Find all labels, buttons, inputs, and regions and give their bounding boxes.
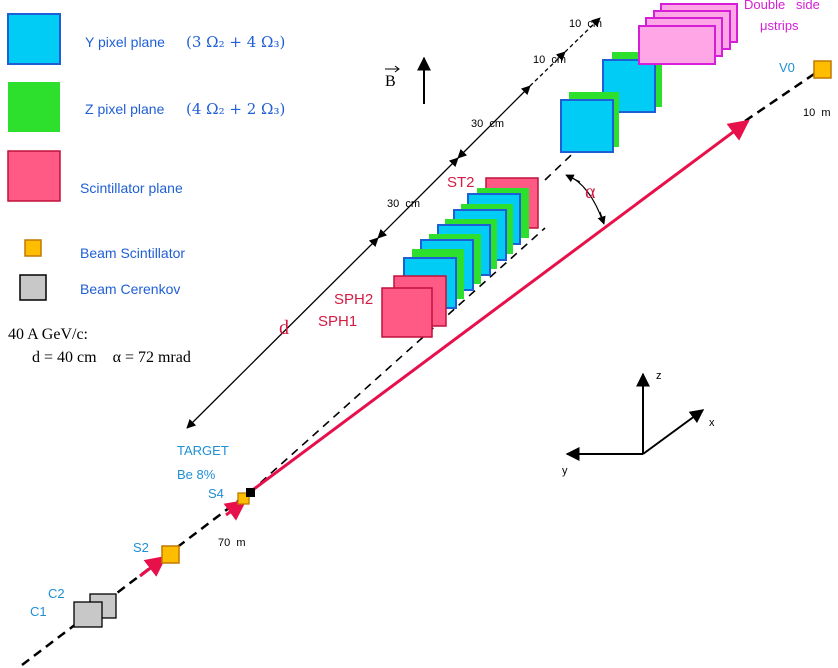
legend-beam-cerenkov-swatch <box>19 274 47 301</box>
axis-x <box>642 409 705 455</box>
label-d: d <box>279 317 289 339</box>
legend-scintillator-swatch <box>7 150 61 202</box>
label-axis-z: z <box>656 370 662 382</box>
conditions-beam-energy: 40 A GeV/c: <box>8 326 88 343</box>
label-30cm-a: 30 cm <box>387 198 420 210</box>
legend-beam-scintillator-swatch <box>24 239 42 257</box>
label-10cm-a: 10 cm <box>533 54 566 66</box>
label-double-side: Double side <box>744 0 820 12</box>
label-st2: ST2 <box>447 174 475 191</box>
dimension-d-line <box>186 237 379 429</box>
alpha-arrow-lower <box>597 211 606 225</box>
label-distance-10m: 10 m <box>803 107 831 119</box>
beam-line-lower <box>21 491 251 666</box>
label-s2: S2 <box>133 540 149 555</box>
dimension-30cm-b <box>457 85 531 159</box>
deflected-track <box>249 119 750 494</box>
label-s4: S4 <box>208 486 224 501</box>
legend-beam-cerenkov-label: Beam Cerenkov <box>80 281 180 297</box>
pixel-plane-stack <box>381 177 539 338</box>
alpha-arrow-upper <box>565 174 581 183</box>
label-target-material: Be 8% <box>177 467 216 482</box>
microstrip-stack <box>638 3 738 65</box>
label-10cm-b: 10 cm <box>569 18 602 30</box>
label-c1: C1 <box>30 604 47 619</box>
beam-line-upper <box>249 227 546 493</box>
dimension-10cm-b <box>564 17 601 53</box>
cerenkov-c1 <box>73 601 103 628</box>
beam-scintillator-v0 <box>813 60 832 79</box>
legend-y-pixel-label: Y pixel plane <box>85 34 165 50</box>
label-v0: V0 <box>779 60 795 75</box>
microstrip-plane-1 <box>638 25 716 65</box>
label-sph2: SPH2 <box>334 291 373 308</box>
beam-scintillator-s2 <box>161 545 180 564</box>
scintillator-sph1 <box>381 287 433 338</box>
label-axis-y: y <box>562 465 568 477</box>
label-alpha: α <box>585 181 596 203</box>
beam-arrow-into-s2 <box>139 555 167 578</box>
dimension-30cm-a <box>377 157 459 239</box>
legend-y-pixel-swatch <box>7 13 61 65</box>
legend-z-pixel-formula: (4 Ω₂ + 2 Ω₃) <box>186 100 285 118</box>
legend-y-pixel-formula: (3 Ω₂ + 4 Ω₃) <box>186 33 285 51</box>
v0-direction-line <box>744 68 821 123</box>
label-distance-70m: 70 m <box>218 537 246 549</box>
b-field-vector-head <box>394 65 400 73</box>
target <box>246 488 255 497</box>
legend-z-pixel-label: Z pixel plane <box>85 101 165 117</box>
y-plane-forward-1 <box>560 99 614 153</box>
conditions-d-alpha: d = 40 cm α = 72 mrad <box>32 349 191 366</box>
legend-scintillator-label: Scintillator plane <box>80 180 183 196</box>
label-b-field: B <box>385 73 396 90</box>
label-c2: C2 <box>48 586 65 601</box>
beam-scintillator-s4 <box>237 492 250 505</box>
label-sph1: SPH1 <box>318 313 357 330</box>
legend-z-pixel-swatch <box>8 82 60 132</box>
label-axis-x: x <box>709 417 715 429</box>
legend-beam-scintillator-label: Beam Scintillator <box>80 245 185 261</box>
label-30cm-b: 30 cm <box>471 118 504 130</box>
label-target: TARGET <box>177 443 229 458</box>
label-microstrips: μstrips <box>760 18 799 33</box>
dimension-10cm-a <box>529 51 566 87</box>
